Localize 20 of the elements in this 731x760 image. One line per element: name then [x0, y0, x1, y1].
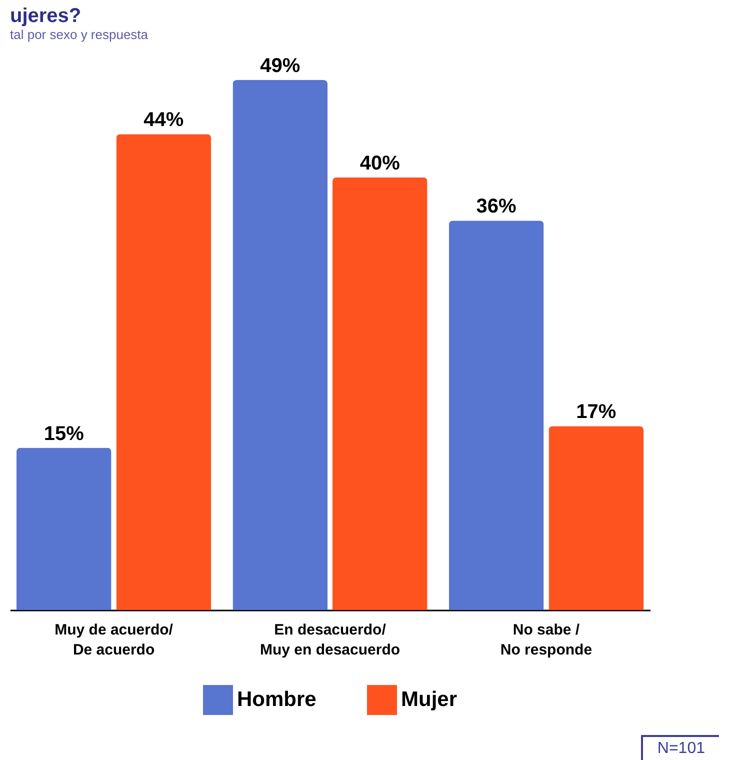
x-tick-label: No sabe / No responde: [500, 622, 592, 658]
chart-subtitle: tal por sexo y respuesta: [10, 27, 149, 42]
bar: [548, 426, 644, 610]
legend-label: Hombre: [237, 688, 316, 711]
legend-label: Mujer: [401, 688, 458, 711]
x-tick-label: Muy de acuerdo/ De acuerdo: [54, 622, 174, 658]
x-tick-label: En desacuerdo/ Muy en desacuerdo: [260, 622, 400, 658]
chart-title: ujeres?: [10, 5, 82, 27]
data-label: 36%: [476, 196, 517, 218]
bar: [448, 220, 544, 610]
bar: [116, 134, 212, 610]
bar: [332, 177, 428, 610]
data-label: 44%: [144, 109, 184, 132]
data-label: 15%: [44, 422, 84, 445]
bar: [232, 80, 328, 610]
data-label: 17%: [576, 401, 616, 424]
bar: [16, 448, 112, 610]
data-label: 40%: [360, 152, 400, 174]
note-box: N=101: [641, 735, 719, 760]
data-label: 49%: [260, 55, 300, 77]
